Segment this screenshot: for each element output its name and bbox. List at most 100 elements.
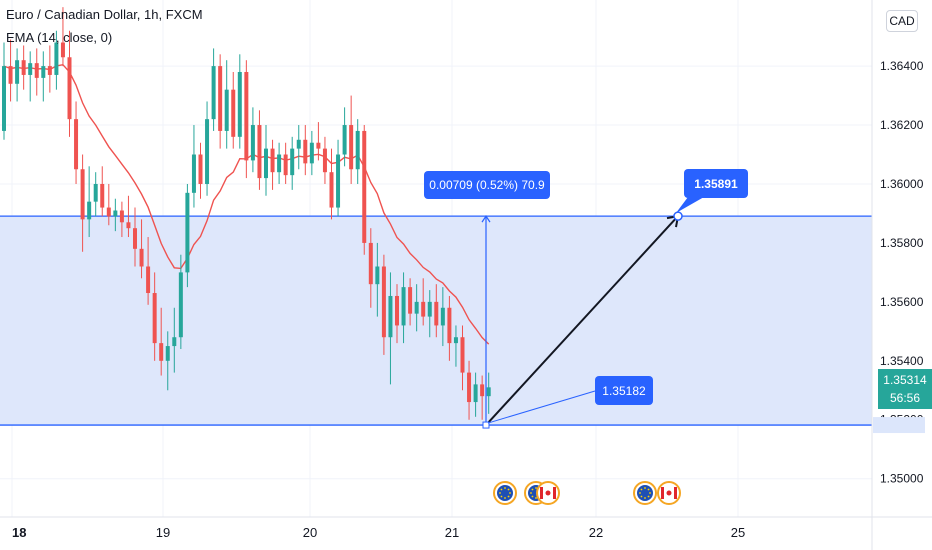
- candle[interactable]: [106, 183, 111, 226]
- candle-body[interactable]: [185, 192, 190, 273]
- candle-body[interactable]: [375, 266, 380, 285]
- candle[interactable]: [119, 201, 124, 238]
- candle-body[interactable]: [21, 60, 26, 75]
- candle-body[interactable]: [447, 307, 452, 344]
- candle-body[interactable]: [113, 210, 118, 217]
- candle[interactable]: [67, 30, 72, 137]
- candle[interactable]: [87, 166, 92, 238]
- eu-flag-icon[interactable]: [633, 481, 657, 505]
- candle-body[interactable]: [303, 139, 308, 164]
- candle[interactable]: [368, 228, 373, 308]
- candle[interactable]: [224, 60, 229, 149]
- candle[interactable]: [185, 183, 190, 288]
- candle[interactable]: [388, 272, 393, 385]
- target-label-box[interactable]: [684, 169, 748, 198]
- candle-body[interactable]: [28, 63, 33, 75]
- candle[interactable]: [309, 130, 314, 176]
- candle[interactable]: [211, 48, 216, 131]
- projection-arrow-line[interactable]: [485, 215, 679, 426]
- candle-body[interactable]: [427, 301, 432, 317]
- candle[interactable]: [21, 45, 26, 90]
- candle[interactable]: [28, 51, 33, 102]
- candle[interactable]: [191, 125, 196, 208]
- candle[interactable]: [237, 54, 242, 149]
- candle-body[interactable]: [165, 346, 170, 361]
- candle-body[interactable]: [67, 57, 72, 120]
- start-label-box[interactable]: [595, 376, 653, 405]
- candle-body[interactable]: [47, 66, 52, 75]
- candle-body[interactable]: [277, 154, 282, 173]
- candle[interactable]: [290, 136, 295, 190]
- candle[interactable]: [329, 148, 334, 220]
- candle[interactable]: [74, 101, 79, 184]
- candle-body[interactable]: [283, 154, 288, 176]
- candle[interactable]: [355, 119, 360, 184]
- currency-button[interactable]: CAD: [886, 10, 918, 32]
- candle[interactable]: [440, 287, 445, 347]
- candle-body[interactable]: [152, 293, 157, 344]
- candle[interactable]: [349, 95, 354, 184]
- candle-body[interactable]: [146, 266, 151, 294]
- candle-body[interactable]: [434, 301, 439, 326]
- candle[interactable]: [473, 372, 478, 417]
- candle-body[interactable]: [126, 222, 131, 229]
- candle[interactable]: [244, 60, 249, 179]
- candle[interactable]: [250, 107, 255, 173]
- candle-body[interactable]: [401, 287, 406, 326]
- candle-body[interactable]: [34, 63, 39, 78]
- candle[interactable]: [93, 172, 98, 217]
- candlesticks[interactable]: [2, 7, 491, 420]
- candle-body[interactable]: [460, 337, 465, 373]
- candle-body[interactable]: [8, 66, 13, 84]
- candle-body[interactable]: [100, 183, 105, 208]
- candle-body[interactable]: [395, 295, 399, 326]
- candle[interactable]: [322, 136, 327, 184]
- candle-body[interactable]: [133, 228, 137, 249]
- candle-body[interactable]: [172, 337, 177, 347]
- economic-events[interactable]: [493, 481, 681, 505]
- candle[interactable]: [277, 142, 282, 184]
- candle[interactable]: [283, 142, 288, 184]
- candle[interactable]: [447, 295, 452, 361]
- candle-body[interactable]: [408, 287, 413, 314]
- candle[interactable]: [41, 51, 46, 102]
- candle-body[interactable]: [349, 125, 354, 170]
- candle-body[interactable]: [368, 242, 373, 285]
- candle-body[interactable]: [453, 337, 458, 344]
- candle[interactable]: [198, 142, 203, 199]
- candle-body[interactable]: [41, 66, 46, 78]
- candle[interactable]: [100, 166, 105, 217]
- candle[interactable]: [34, 48, 39, 96]
- candle-body[interactable]: [329, 172, 334, 208]
- ema-legend[interactable]: EMA (14, close, 0): [6, 30, 113, 45]
- candle[interactable]: [165, 331, 170, 391]
- candle-body[interactable]: [421, 301, 426, 317]
- candle[interactable]: [159, 307, 164, 376]
- candle-body[interactable]: [336, 154, 341, 208]
- candle-body[interactable]: [224, 89, 229, 131]
- candle[interactable]: [480, 375, 485, 420]
- candle-body[interactable]: [198, 154, 203, 184]
- candle[interactable]: [133, 207, 137, 267]
- anchor-handle[interactable]: [482, 421, 490, 429]
- candle-body[interactable]: [178, 272, 183, 338]
- candle-body[interactable]: [60, 42, 65, 58]
- anchor-handle[interactable]: [673, 211, 683, 221]
- candle-body[interactable]: [473, 384, 478, 403]
- candle[interactable]: [342, 107, 347, 167]
- candle-body[interactable]: [87, 201, 92, 220]
- candle-body[interactable]: [264, 148, 268, 179]
- candle[interactable]: [395, 284, 399, 344]
- candle[interactable]: [126, 195, 131, 238]
- candle[interactable]: [296, 125, 301, 170]
- candle-body[interactable]: [250, 125, 255, 161]
- candle-body[interactable]: [414, 301, 419, 314]
- candle-body[interactable]: [440, 307, 445, 326]
- candle[interactable]: [113, 198, 118, 232]
- candle[interactable]: [80, 154, 85, 252]
- candle-body[interactable]: [270, 148, 275, 173]
- candle-body[interactable]: [74, 119, 79, 170]
- candle[interactable]: [47, 45, 52, 93]
- candle[interactable]: [467, 360, 472, 420]
